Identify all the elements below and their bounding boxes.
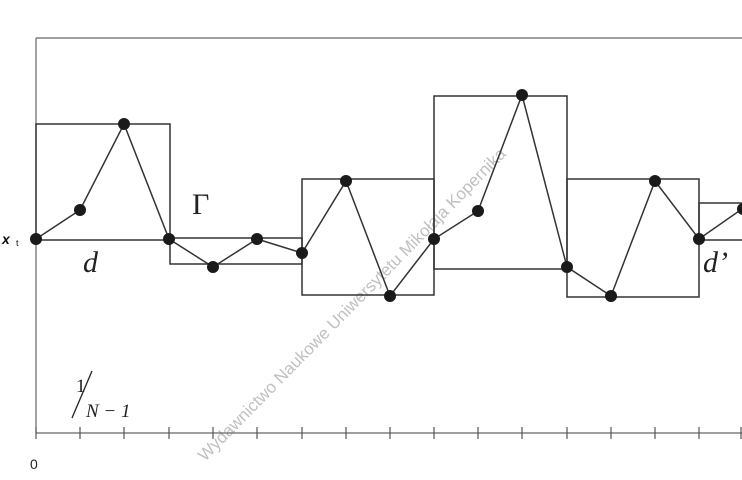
x-axis-ticks <box>35 427 742 439</box>
data-point <box>649 175 661 187</box>
box-4 <box>433 95 568 270</box>
d-prime-label: d’ <box>703 246 728 279</box>
data-point <box>384 290 396 302</box>
data-point <box>561 261 573 273</box>
box-2 <box>169 237 303 265</box>
data-point <box>296 247 308 259</box>
data-point <box>251 233 263 245</box>
series-markers <box>30 89 742 302</box>
fraction-slash <box>71 370 93 419</box>
box-6 <box>698 202 742 241</box>
data-point <box>30 233 42 245</box>
data-point <box>163 233 175 245</box>
data-point <box>516 89 528 101</box>
data-point-partial <box>737 203 742 215</box>
xt-subscript: t <box>16 238 19 248</box>
data-point <box>472 205 484 217</box>
data-point <box>428 233 440 245</box>
data-point <box>605 290 617 302</box>
data-point <box>207 261 219 273</box>
d-label: d <box>83 246 99 279</box>
fraction-denominator: N − 1 <box>85 401 131 422</box>
box-1 <box>35 123 171 241</box>
data-point <box>74 204 86 216</box>
watermark-text: Wydawnictwo Naukowe Uniwersytetu Mikołaj… <box>194 144 510 465</box>
axes <box>35 37 742 434</box>
gamma-label: Γ <box>192 188 209 221</box>
xt-label: x <box>1 231 11 247</box>
data-point <box>340 175 352 187</box>
data-point <box>118 118 130 130</box>
fraction-label: 1 N − 1 <box>71 370 131 422</box>
fraction-numerator: 1 <box>76 376 86 397</box>
origin-label: 0 <box>30 456 38 472</box>
data-point <box>693 233 705 245</box>
